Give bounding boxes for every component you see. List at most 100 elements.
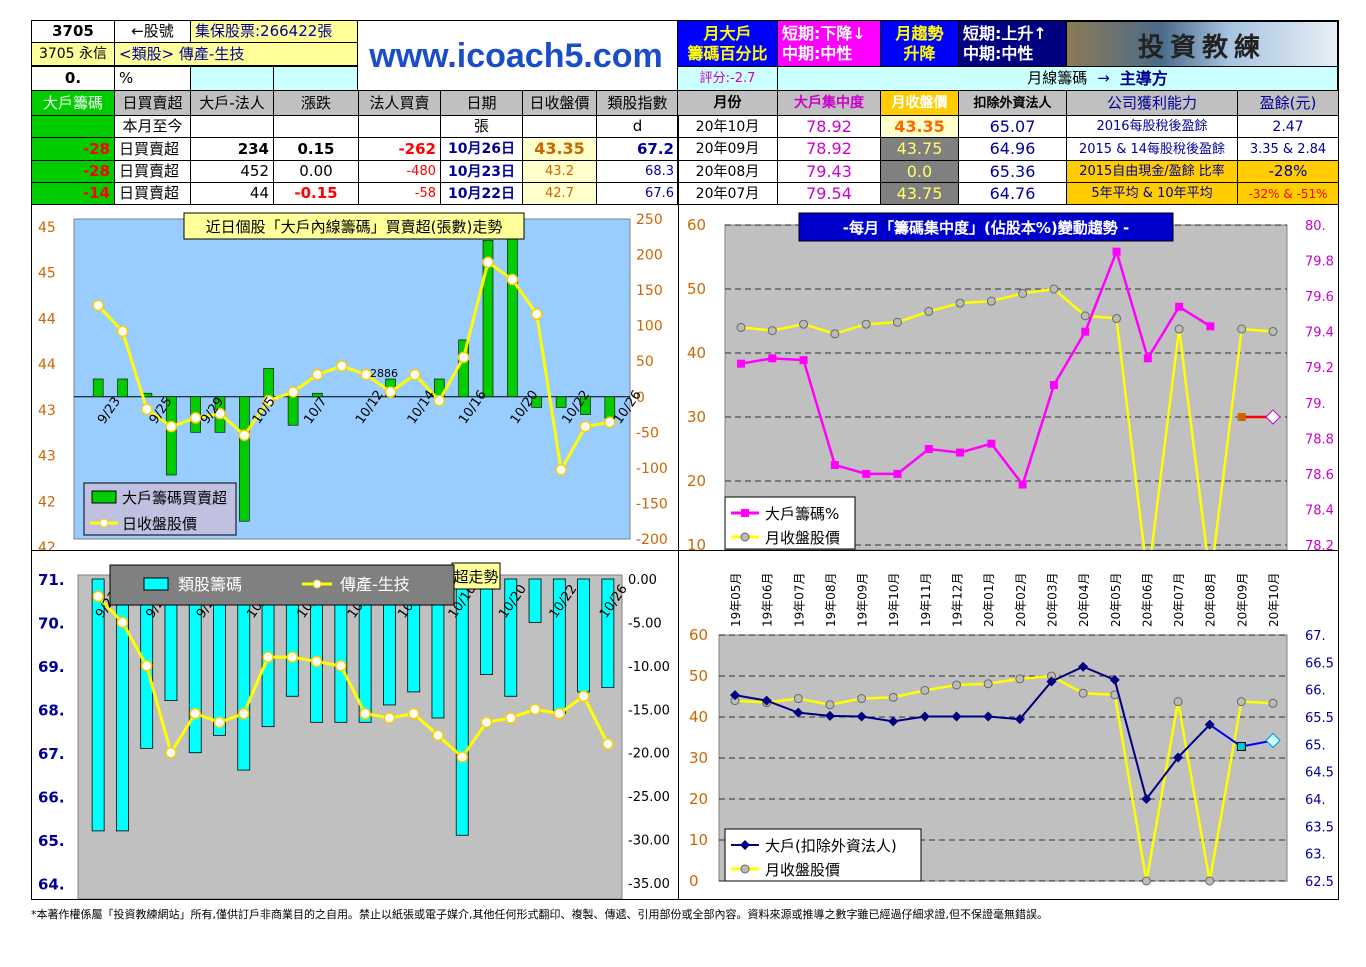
holder-diamond bbox=[1265, 732, 1281, 749]
y-left-tick: 10 bbox=[687, 536, 706, 550]
price-point bbox=[1049, 284, 1059, 294]
col-header: 大戶籌碼 bbox=[31, 90, 115, 116]
y-right-tick: 62.5 bbox=[1305, 875, 1334, 890]
y-right-tick: 78.4 bbox=[1305, 503, 1334, 518]
dominant-party: 主導方 bbox=[1119, 68, 1168, 88]
legend-label: 月收盤股價 bbox=[765, 529, 840, 547]
holder-point bbox=[1141, 794, 1152, 804]
y-right-tick: 67. bbox=[1305, 629, 1326, 644]
y-left-tick: 64. bbox=[38, 876, 65, 894]
x-tick: 20年07月 bbox=[1172, 572, 1186, 627]
mtd-cell bbox=[31, 115, 115, 138]
bar bbox=[480, 578, 493, 675]
price-point bbox=[165, 420, 178, 433]
price-point bbox=[861, 319, 871, 329]
monthly-chip-label: 月線籌碼 bbox=[1027, 69, 1088, 87]
y-right-tick: 78.6 bbox=[1305, 468, 1334, 483]
mtd-cell bbox=[190, 115, 274, 138]
x-tick: 19年08月 bbox=[824, 572, 838, 627]
legend-swatch-bar bbox=[143, 577, 169, 591]
site-url[interactable]: www.icoach5.com bbox=[369, 36, 663, 75]
sector-link[interactable]: <類股> 傳產-生技 bbox=[114, 42, 358, 66]
bar bbox=[601, 578, 615, 688]
y-right-tick: 66.5 bbox=[1305, 656, 1334, 671]
bar bbox=[555, 396, 567, 408]
concentration-point bbox=[1081, 327, 1090, 336]
holder-point bbox=[1014, 714, 1025, 725]
month-cell: 79.43 bbox=[777, 160, 881, 183]
y-left-tick: 42 bbox=[38, 540, 56, 550]
bar bbox=[531, 396, 543, 408]
holder-point bbox=[1109, 674, 1120, 685]
col-header: 大戶-法人 bbox=[190, 90, 274, 116]
y-left-tick: 44 bbox=[38, 311, 56, 327]
bar bbox=[482, 240, 494, 398]
sector-index-line bbox=[97, 595, 610, 760]
daily-cell: 44 bbox=[190, 182, 274, 205]
legend-marker bbox=[741, 509, 749, 517]
month-cell: 2.47 bbox=[1237, 115, 1339, 138]
x-tick: 19年09月 bbox=[856, 572, 870, 627]
bar bbox=[312, 392, 323, 398]
box2-line2: 中期:中性 bbox=[782, 43, 853, 63]
logo-text: 投資教練 bbox=[1137, 32, 1266, 63]
box-short-mid-term-2: 短期:上升↑ 中期:中性 bbox=[958, 20, 1067, 67]
price-point bbox=[1112, 313, 1122, 323]
month-cell: -32% & -51% bbox=[1237, 182, 1339, 205]
legend-label: 大戶籌碼買賣超 bbox=[122, 489, 227, 507]
concentration-point bbox=[1175, 302, 1184, 311]
price-point bbox=[141, 403, 153, 416]
box4-line1: 短期:上升↑ bbox=[963, 23, 1047, 43]
price-point bbox=[604, 416, 616, 428]
mtd-cell: d bbox=[596, 115, 679, 138]
y-right-tick: 150 bbox=[636, 283, 663, 299]
concentration-point bbox=[956, 448, 965, 457]
y-right-tick: 79.2 bbox=[1305, 361, 1334, 376]
y-right-tick: -50 bbox=[636, 425, 659, 441]
price-point bbox=[579, 420, 592, 433]
daily-cell: 0.00 bbox=[273, 160, 359, 183]
x-tick: 19年05月 bbox=[729, 572, 743, 627]
month-cell: 43.75 bbox=[880, 137, 959, 161]
month-header: 公司獲利能力 bbox=[1066, 90, 1238, 116]
price-point bbox=[888, 692, 898, 702]
chart-title: 近日個股「大戶內線籌碼」買賣超(張數)走勢 bbox=[206, 218, 503, 236]
y-left-tick: 40 bbox=[689, 708, 708, 726]
percent-sign: % bbox=[114, 66, 191, 91]
price-point bbox=[433, 394, 446, 407]
x-tick: 20年10月 bbox=[1267, 572, 1281, 627]
month-cell: 20年08月 bbox=[677, 160, 778, 183]
month-cell: 20年09月 bbox=[677, 137, 778, 161]
month-cell: 43.35 bbox=[880, 115, 959, 138]
x-tick: 20年09月 bbox=[1235, 572, 1249, 627]
price-point bbox=[830, 329, 840, 339]
bar bbox=[165, 396, 177, 476]
price-line bbox=[740, 287, 1274, 581]
y-left-tick: 68. bbox=[38, 702, 65, 720]
chart-1-svg: 250 200 150 100 50 0 -50 -100 -150 -200 45 45 44 44 43… bbox=[38, 212, 668, 556]
chart-3-svg: 71. 70. 69. 68. 67. 66. 65. 64. 0.00 -5.00 -10.00 -… bbox=[38, 562, 670, 900]
month-cell: 20年10月 bbox=[677, 115, 778, 138]
legend-label: 月收盤股價 bbox=[765, 861, 840, 879]
concentration-point bbox=[768, 354, 777, 363]
daily-cell: -28 bbox=[31, 137, 115, 161]
price-point bbox=[360, 368, 372, 381]
y-left-tick: 70. bbox=[38, 615, 65, 633]
price-point bbox=[1015, 674, 1025, 684]
mtd-cell bbox=[273, 115, 359, 138]
month-cell: 2015自由現金/盈餘 比率 bbox=[1066, 160, 1238, 183]
price-point bbox=[311, 368, 324, 381]
y-right-tick: 63.5 bbox=[1305, 820, 1334, 835]
sector-index-point bbox=[116, 616, 129, 629]
price-point bbox=[952, 680, 962, 690]
y-left-tick: 60 bbox=[689, 626, 708, 644]
holder-point bbox=[1204, 719, 1215, 730]
blank-cell bbox=[273, 66, 358, 91]
price-point bbox=[1236, 697, 1246, 707]
legend-marker bbox=[740, 840, 750, 850]
y-left-tick: 66. bbox=[38, 789, 65, 807]
sector-index-point bbox=[432, 729, 444, 742]
month-header: 盈餘(元) bbox=[1237, 90, 1339, 116]
y-right-tick: -100 bbox=[636, 461, 668, 477]
price-point bbox=[116, 325, 129, 338]
